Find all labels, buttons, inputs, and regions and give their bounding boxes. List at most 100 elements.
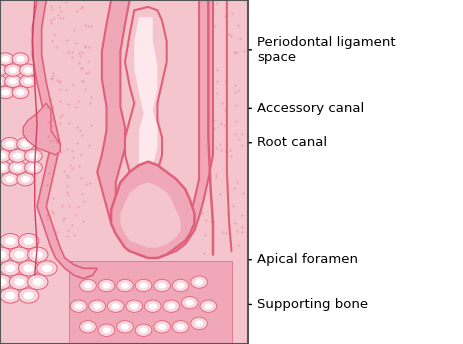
Circle shape	[33, 278, 43, 286]
Circle shape	[28, 247, 48, 262]
Circle shape	[25, 149, 42, 162]
Circle shape	[0, 149, 11, 162]
Circle shape	[5, 265, 15, 272]
PathPatch shape	[120, 182, 181, 248]
Circle shape	[158, 324, 166, 330]
Circle shape	[16, 89, 25, 96]
Bar	[0, 0, 248, 344]
Circle shape	[17, 173, 34, 186]
Circle shape	[5, 75, 21, 87]
PathPatch shape	[111, 162, 194, 258]
Circle shape	[0, 64, 6, 76]
Circle shape	[9, 149, 26, 162]
Circle shape	[163, 300, 180, 312]
Circle shape	[19, 75, 36, 87]
Circle shape	[135, 324, 152, 336]
Circle shape	[75, 303, 83, 309]
Circle shape	[139, 327, 148, 333]
Circle shape	[135, 279, 152, 292]
Circle shape	[16, 56, 25, 62]
Circle shape	[98, 324, 115, 336]
Circle shape	[5, 176, 14, 183]
Circle shape	[9, 161, 26, 174]
Circle shape	[12, 86, 29, 99]
Circle shape	[0, 161, 11, 174]
Circle shape	[5, 64, 21, 76]
Circle shape	[144, 300, 161, 312]
Circle shape	[14, 278, 25, 286]
Circle shape	[0, 247, 11, 262]
Circle shape	[9, 275, 30, 290]
Circle shape	[5, 237, 15, 245]
Circle shape	[80, 279, 96, 292]
Circle shape	[19, 234, 39, 249]
Circle shape	[0, 261, 20, 276]
Circle shape	[0, 278, 6, 286]
Circle shape	[126, 300, 143, 312]
Circle shape	[186, 300, 194, 306]
Circle shape	[0, 251, 6, 258]
Circle shape	[1, 173, 19, 186]
Circle shape	[24, 265, 34, 272]
Circle shape	[19, 64, 36, 76]
Circle shape	[149, 303, 157, 309]
Circle shape	[107, 300, 124, 312]
Circle shape	[29, 152, 38, 159]
Circle shape	[98, 279, 115, 292]
PathPatch shape	[148, 0, 213, 258]
Circle shape	[0, 86, 14, 99]
Circle shape	[167, 303, 175, 309]
Circle shape	[117, 321, 133, 333]
Circle shape	[112, 303, 120, 309]
Circle shape	[0, 67, 2, 73]
Text: Supporting bone: Supporting bone	[249, 298, 368, 311]
Circle shape	[102, 327, 111, 333]
PathPatch shape	[32, 0, 97, 279]
Circle shape	[130, 303, 138, 309]
Bar	[69, 261, 232, 344]
Circle shape	[191, 317, 207, 330]
Circle shape	[14, 251, 25, 258]
Text: Periodontal ligament
space: Periodontal ligament space	[249, 36, 395, 64]
PathPatch shape	[134, 17, 157, 186]
Circle shape	[89, 300, 106, 312]
Circle shape	[24, 237, 34, 245]
Circle shape	[195, 279, 203, 285]
Circle shape	[0, 261, 2, 276]
Circle shape	[121, 282, 129, 289]
PathPatch shape	[23, 103, 60, 155]
Circle shape	[0, 78, 2, 84]
Circle shape	[195, 320, 203, 326]
Circle shape	[0, 275, 11, 290]
Circle shape	[121, 324, 129, 330]
Circle shape	[21, 176, 30, 183]
Circle shape	[172, 321, 189, 333]
Circle shape	[70, 300, 87, 312]
Circle shape	[33, 251, 43, 258]
PathPatch shape	[97, 0, 148, 258]
Circle shape	[181, 297, 198, 309]
Circle shape	[37, 261, 57, 276]
Circle shape	[0, 53, 14, 65]
Bar	[0, 0, 248, 344]
Text: Apical foramen: Apical foramen	[249, 253, 358, 266]
Circle shape	[9, 78, 17, 84]
Circle shape	[17, 138, 34, 151]
Circle shape	[1, 89, 10, 96]
Circle shape	[117, 279, 133, 292]
Circle shape	[29, 164, 38, 171]
Circle shape	[139, 282, 148, 289]
Circle shape	[154, 279, 170, 292]
Circle shape	[80, 321, 96, 333]
Circle shape	[13, 164, 22, 171]
Circle shape	[12, 53, 29, 65]
Circle shape	[25, 161, 42, 174]
Circle shape	[28, 275, 48, 290]
Circle shape	[176, 324, 185, 330]
Circle shape	[172, 279, 189, 292]
Circle shape	[84, 282, 92, 289]
Circle shape	[200, 300, 217, 312]
Text: Root canal: Root canal	[249, 136, 327, 149]
Circle shape	[204, 303, 213, 309]
Circle shape	[1, 138, 19, 151]
